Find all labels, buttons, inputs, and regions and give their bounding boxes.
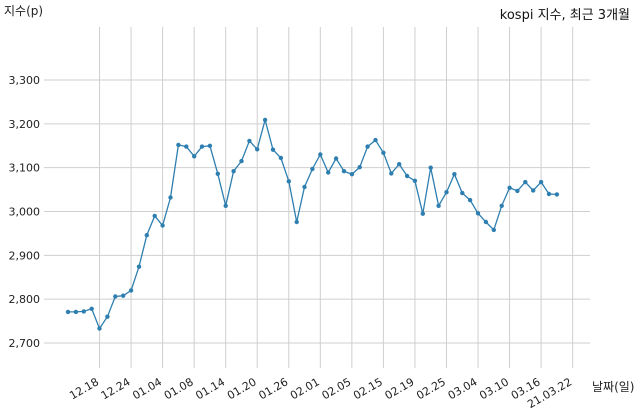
- data-point: [207, 143, 213, 148]
- x-tick-label: 01.14: [193, 375, 227, 402]
- data-point: [128, 288, 134, 293]
- x-tick-label: 01.04: [130, 375, 164, 402]
- data-point: [199, 144, 205, 149]
- data-point: [73, 309, 79, 315]
- data-point: [404, 173, 410, 179]
- x-tick-label: 03.04: [446, 375, 480, 402]
- y-tick-label: 3,000: [9, 206, 41, 219]
- data-point: [531, 188, 536, 193]
- data-point: [538, 179, 544, 185]
- y-tick-label: 3,200: [9, 118, 41, 131]
- data-point: [294, 219, 299, 225]
- data-point: [89, 306, 94, 311]
- y-tick-label: 2,700: [9, 337, 41, 350]
- data-point: [239, 158, 244, 164]
- data-point: [192, 154, 197, 159]
- data-point: [326, 170, 331, 175]
- data-point: [507, 185, 512, 190]
- data-point: [262, 117, 268, 123]
- data-point: [491, 227, 496, 233]
- data-point: [302, 184, 307, 190]
- x-tick-label: 02.19: [383, 375, 417, 402]
- data-point: [136, 264, 142, 269]
- data-point: [144, 233, 149, 238]
- chart-title: kospi 지수, 최근 3개월: [499, 8, 630, 23]
- data-point: [113, 294, 118, 299]
- y-tick-label: 2,800: [9, 293, 41, 306]
- data-point: [333, 156, 339, 161]
- data-point: [318, 152, 323, 157]
- data-point: [444, 190, 449, 195]
- x-tick-label: 02.25: [414, 375, 448, 402]
- x-tick-label: 02.15: [351, 375, 385, 402]
- data-point: [215, 171, 220, 176]
- data-point: [460, 190, 465, 196]
- data-point: [397, 162, 402, 167]
- x-tick-label: 12.24: [99, 375, 133, 402]
- x-tick-label: 01.20: [225, 375, 259, 402]
- data-point: [310, 166, 315, 172]
- data-point: [97, 326, 102, 331]
- data-point: [81, 309, 87, 314]
- x-tick-label: 01.26: [257, 375, 291, 402]
- x-tick-label: 02.01: [288, 375, 322, 402]
- data-point: [278, 155, 284, 161]
- data-point: [357, 165, 362, 170]
- data-point: [554, 192, 560, 197]
- data-point: [65, 309, 71, 315]
- data-point: [373, 137, 378, 143]
- y-axis-title: 지수(p): [4, 4, 44, 18]
- data-point: [341, 169, 347, 174]
- data-point: [412, 178, 418, 183]
- y-tick-label: 3,100: [9, 162, 41, 175]
- data-point: [247, 138, 252, 144]
- data-point: [270, 147, 276, 152]
- data-point: [499, 203, 504, 208]
- data-point: [428, 165, 433, 170]
- data-point: [349, 172, 355, 177]
- x-tick-label: 12.18: [67, 375, 101, 402]
- data-point: [523, 179, 528, 185]
- data-point: [121, 293, 126, 298]
- data-point: [286, 179, 291, 184]
- data-point: [255, 147, 260, 152]
- data-point: [231, 169, 236, 174]
- data-point: [546, 191, 552, 197]
- data-point: [515, 188, 520, 194]
- data-point: [420, 211, 425, 216]
- data-point: [184, 144, 189, 149]
- data-point: [436, 203, 441, 208]
- data-point: [475, 211, 481, 216]
- y-tick-label: 3,300: [9, 74, 41, 87]
- x-tick-label: 03.10: [477, 375, 511, 402]
- x-tick-label: 02.05: [320, 375, 354, 402]
- data-point: [152, 213, 157, 219]
- data-point: [389, 171, 394, 176]
- x-axis-title: 날짜(일): [592, 380, 635, 394]
- data-point: [483, 219, 489, 225]
- data-point: [365, 144, 370, 149]
- data-point: [105, 314, 110, 319]
- data-point: [381, 150, 386, 155]
- y-tick-label: 2,900: [9, 249, 41, 262]
- data-point: [168, 195, 173, 200]
- series-line: [68, 117, 557, 330]
- x-tick-label: 01.08: [162, 375, 196, 402]
- data-point: [160, 223, 165, 228]
- data-point: [223, 203, 228, 208]
- data-point: [176, 142, 181, 148]
- data-point: [452, 172, 457, 177]
- data-point: [467, 197, 473, 203]
